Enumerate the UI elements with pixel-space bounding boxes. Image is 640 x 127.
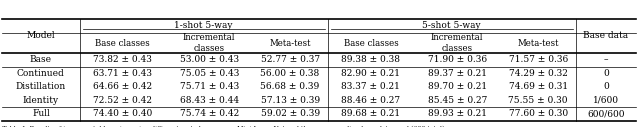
- Text: 82.90 ± 0.21: 82.90 ± 0.21: [341, 69, 401, 78]
- Text: Meta-test: Meta-test: [269, 38, 311, 47]
- Text: Base classes: Base classes: [95, 38, 150, 47]
- Text: 1/600: 1/600: [593, 96, 619, 105]
- Text: 68.43 ± 0.44: 68.43 ± 0.44: [180, 96, 239, 105]
- Text: 85.45 ± 0.27: 85.45 ± 0.27: [428, 96, 487, 105]
- Text: Base classes: Base classes: [344, 38, 398, 47]
- Text: 75.71 ± 0.43: 75.71 ± 0.43: [180, 82, 239, 91]
- Text: 56.00 ± 0.38: 56.00 ± 0.38: [260, 69, 320, 78]
- Text: 77.60 ± 0.30: 77.60 ± 0.30: [509, 109, 568, 118]
- Text: 89.68 ± 0.21: 89.68 ± 0.21: [341, 109, 401, 118]
- Text: Base data: Base data: [583, 31, 628, 41]
- Text: 75.55 ± 0.30: 75.55 ± 0.30: [508, 96, 568, 105]
- Text: 74.40 ± 0.40: 74.40 ± 0.40: [93, 109, 152, 118]
- Text: 71.57 ± 0.36: 71.57 ± 0.36: [509, 55, 568, 64]
- Text: 83.37 ± 0.21: 83.37 ± 0.21: [342, 82, 401, 91]
- Text: Identity: Identity: [23, 96, 59, 105]
- Text: 57.13 ± 0.39: 57.13 ± 0.39: [260, 96, 319, 105]
- Text: 1-shot 5-way: 1-shot 5-way: [175, 21, 233, 30]
- Text: 89.37 ± 0.21: 89.37 ± 0.21: [428, 69, 487, 78]
- Text: 59.02 ± 0.39: 59.02 ± 0.39: [260, 109, 319, 118]
- Text: 5-shot 5-way: 5-shot 5-way: [422, 21, 481, 30]
- Text: 88.46 ± 0.27: 88.46 ± 0.27: [341, 96, 401, 105]
- Text: 75.05 ± 0.43: 75.05 ± 0.43: [180, 69, 239, 78]
- Text: 52.77 ± 0.37: 52.77 ± 0.37: [260, 55, 319, 64]
- Text: 0: 0: [603, 82, 609, 91]
- Text: 89.38 ± 0.38: 89.38 ± 0.38: [341, 55, 401, 64]
- Text: 89.70 ± 0.21: 89.70 ± 0.21: [428, 82, 487, 91]
- Text: 73.82 ± 0.43: 73.82 ± 0.43: [93, 55, 152, 64]
- Text: Meta-test: Meta-test: [517, 38, 559, 47]
- Text: 71.90 ± 0.36: 71.90 ± 0.36: [428, 55, 487, 64]
- Text: Base: Base: [30, 55, 52, 64]
- Text: 600/600: 600/600: [587, 109, 625, 118]
- Text: 74.29 ± 0.32: 74.29 ± 0.32: [509, 69, 568, 78]
- Text: 72.52 ± 0.42: 72.52 ± 0.42: [93, 96, 152, 105]
- Text: 74.69 ± 0.31: 74.69 ± 0.31: [509, 82, 568, 91]
- Text: 53.00 ± 0.43: 53.00 ± 0.43: [180, 55, 239, 64]
- Text: 63.71 ± 0.43: 63.71 ± 0.43: [93, 69, 152, 78]
- Text: 64.66 ± 0.42: 64.66 ± 0.42: [93, 82, 152, 91]
- Text: 0: 0: [603, 69, 609, 78]
- Text: Incremental
classes: Incremental classes: [431, 33, 484, 53]
- Text: 56.68 ± 0.39: 56.68 ± 0.39: [260, 82, 320, 91]
- Text: Full: Full: [32, 109, 50, 118]
- Text: Continued: Continued: [17, 69, 65, 78]
- Text: –: –: [604, 55, 608, 64]
- Text: Incremental
classes: Incremental classes: [183, 33, 236, 53]
- Text: Distillation: Distillation: [16, 82, 66, 91]
- Text: 89.93 ± 0.21: 89.93 ± 0.21: [428, 109, 487, 118]
- Text: 75.74 ± 0.42: 75.74 ± 0.42: [180, 109, 239, 118]
- Text: Table 4: Results of incremental learning using different meta-learners on Mini-I: Table 4: Results of incremental learning…: [2, 125, 446, 127]
- Text: Model: Model: [26, 31, 55, 41]
